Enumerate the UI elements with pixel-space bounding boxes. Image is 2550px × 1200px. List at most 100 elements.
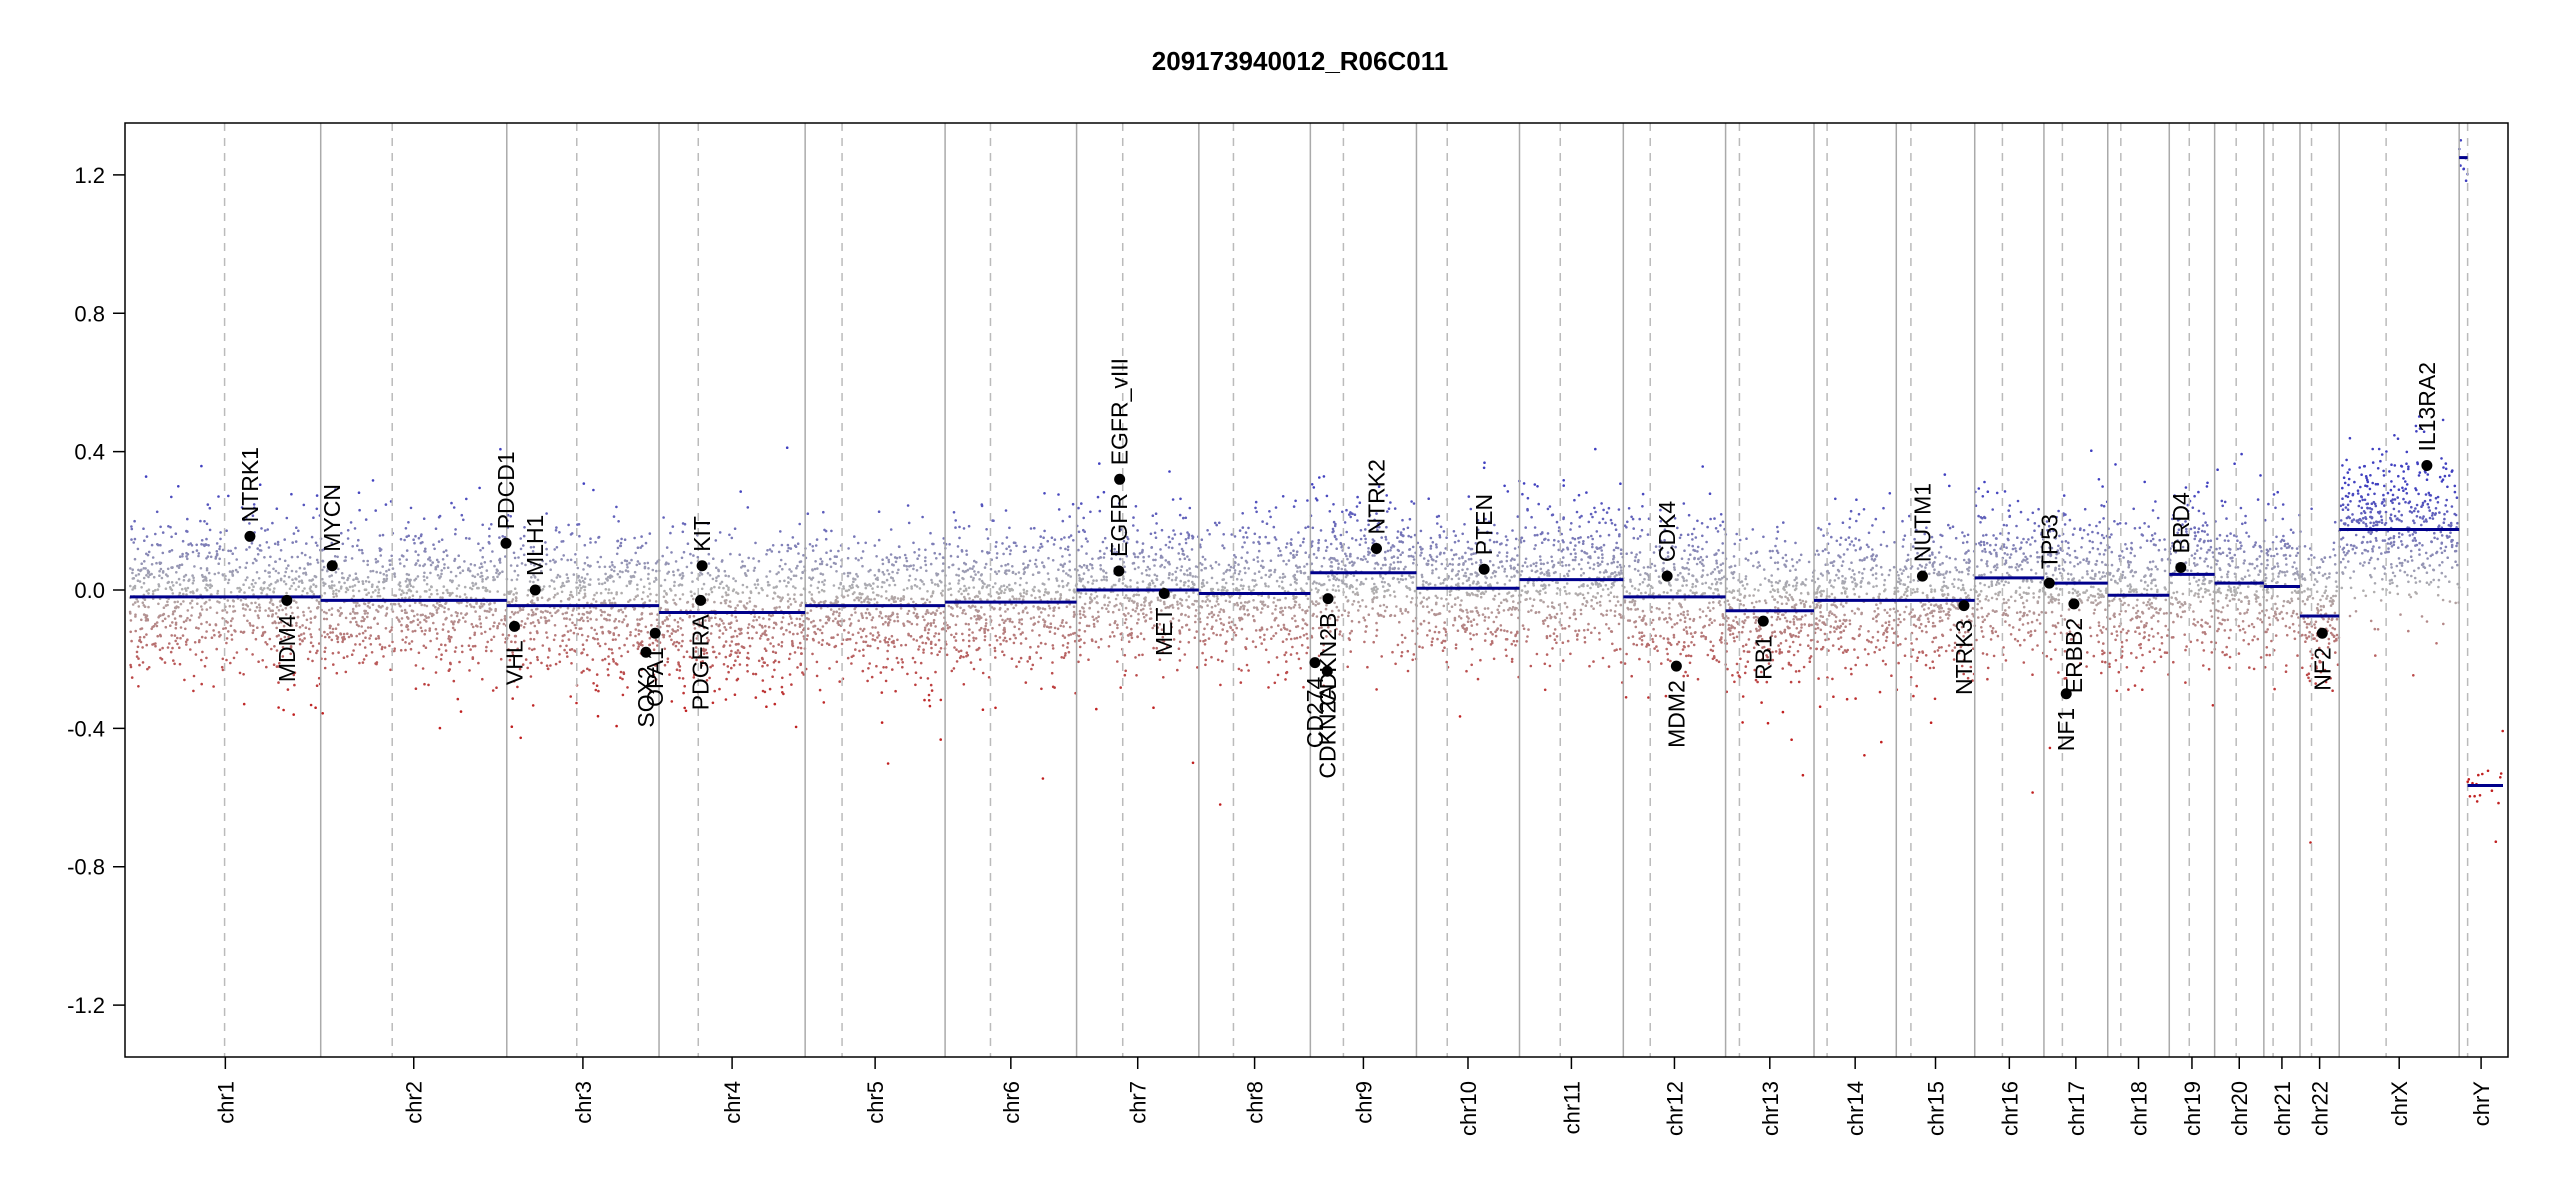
probe-point: [1217, 614, 1220, 617]
probe-point: [150, 543, 154, 547]
probe-point: [1206, 604, 1209, 607]
probe-point: [208, 598, 211, 602]
probe-point: [412, 585, 415, 589]
probe-point: [578, 534, 581, 538]
probe-point: [1219, 608, 1223, 611]
probe-point: [509, 564, 513, 567]
probe-point: [861, 592, 864, 596]
probe-point: [787, 605, 790, 609]
probe-point: [360, 548, 364, 552]
probe-point: [766, 664, 769, 667]
probe-point: [250, 542, 254, 545]
probe-point: [206, 555, 210, 558]
probe-point: [382, 577, 386, 581]
probe-point: [586, 667, 589, 671]
probe-point: [573, 561, 577, 564]
probe-point: [301, 589, 305, 593]
probe-point: [533, 624, 537, 628]
probe-point: [1346, 665, 1349, 669]
probe-point: [170, 535, 173, 539]
probe-point: [1061, 579, 1064, 583]
probe-point: [157, 602, 160, 606]
probe-point: [876, 631, 880, 634]
probe-point: [189, 601, 192, 605]
probe-point: [871, 638, 875, 641]
probe-point: [1014, 604, 1018, 607]
probe-point: [712, 557, 715, 560]
probe-point: [528, 580, 532, 583]
probe-point: [484, 586, 488, 590]
probe-point: [1059, 624, 1062, 628]
probe-point: [297, 634, 301, 638]
probe-point: [261, 625, 265, 629]
probe-point: [481, 555, 485, 559]
probe-point: [913, 584, 917, 587]
probe-point: [1294, 499, 1297, 503]
probe-point: [345, 586, 348, 590]
probe-point: [420, 603, 424, 607]
probe-point: [1115, 603, 1118, 607]
probe-point: [1241, 587, 1245, 591]
probe-point: [580, 576, 584, 579]
probe-point: [1127, 640, 1131, 643]
probe-point: [453, 628, 457, 632]
probe-point: [929, 562, 933, 566]
probe-point: [312, 516, 315, 519]
probe-point: [1082, 563, 1086, 567]
probe-point: [1275, 579, 1279, 583]
probe-point: [235, 558, 238, 561]
probe-point: [531, 621, 535, 624]
probe-point: [811, 637, 815, 641]
probe-point: [846, 571, 850, 575]
probe-point: [582, 648, 586, 651]
probe-point: [740, 566, 743, 569]
probe-point: [162, 612, 166, 616]
probe-point: [296, 606, 300, 609]
probe-point: [1124, 594, 1128, 597]
probe-point: [321, 559, 325, 563]
probe-point: [872, 591, 875, 594]
probe-point: [309, 641, 313, 644]
probe-point: [346, 537, 350, 540]
probe-point: [374, 589, 377, 592]
probe-point: [1274, 506, 1278, 509]
probe-point: [1032, 546, 1035, 549]
probe-point: [923, 618, 926, 622]
probe-point: [775, 572, 778, 576]
probe-point: [945, 653, 949, 657]
probe-point: [1159, 556, 1163, 559]
probe-point: [1389, 563, 1392, 566]
probe-point: [862, 640, 865, 643]
probe-point: [1078, 595, 1082, 599]
probe-point: [1008, 619, 1012, 623]
probe-point: [1371, 600, 1374, 604]
probe-point: [1125, 626, 1129, 629]
probe-point: [485, 569, 489, 572]
probe-point: [476, 625, 479, 628]
probe-point: [335, 588, 338, 592]
probe-point: [663, 578, 667, 582]
probe-point: [244, 578, 248, 582]
probe-point: [636, 546, 640, 549]
probe-point: [1222, 546, 1226, 550]
probe-point: [429, 639, 432, 643]
probe-point: [1261, 602, 1264, 606]
probe-point: [1285, 671, 1288, 675]
probe-point: [993, 649, 997, 653]
probe-point: [546, 636, 549, 639]
probe-point: [364, 580, 368, 583]
probe-point: [927, 628, 931, 631]
probe-point: [228, 604, 232, 608]
probe-point: [449, 579, 452, 582]
probe-point: [961, 576, 964, 580]
probe-point: [275, 507, 279, 511]
probe-point: [274, 621, 277, 625]
probe-point: [524, 622, 527, 625]
probe-point: [1004, 619, 1007, 622]
probe-point: [896, 571, 899, 575]
probe-point: [925, 569, 928, 573]
probe-point: [1175, 566, 1179, 570]
probe-point: [1240, 578, 1243, 582]
probe-point: [681, 639, 684, 643]
probe-point: [197, 554, 200, 558]
